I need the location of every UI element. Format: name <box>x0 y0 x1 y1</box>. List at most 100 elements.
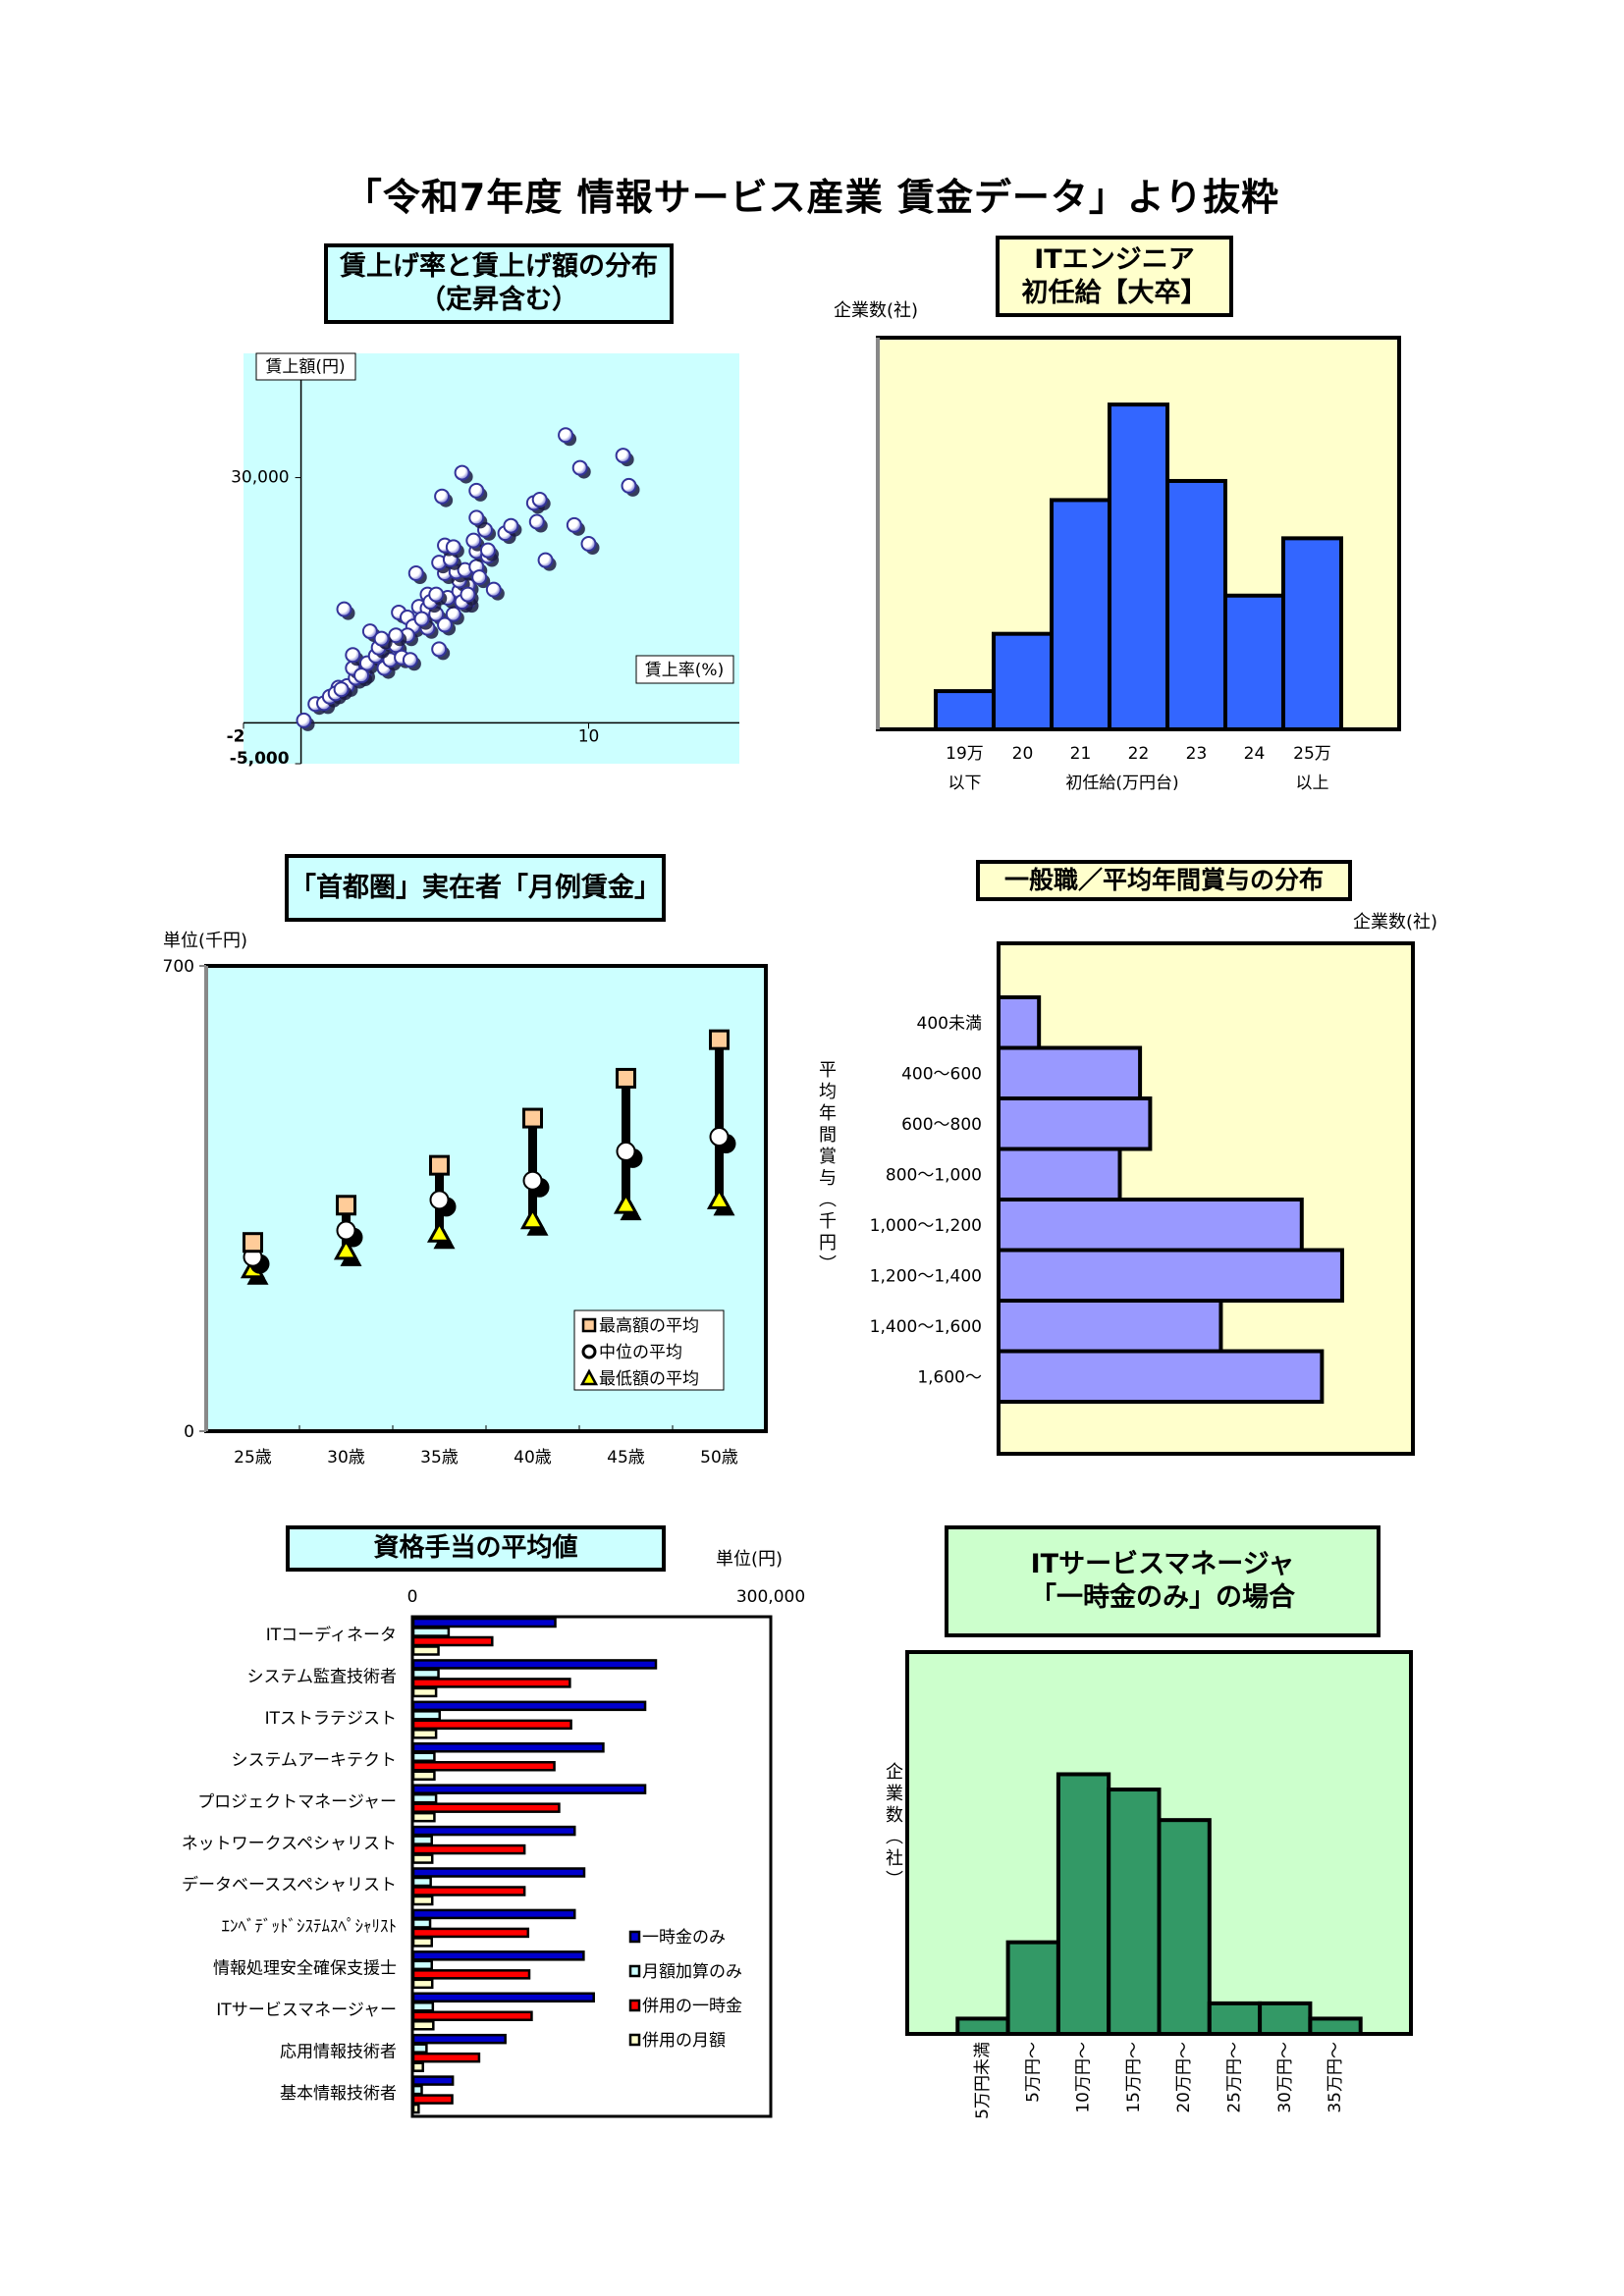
x-tick-label: 10 <box>578 726 600 746</box>
y-tick-label: 30,000 <box>231 468 289 488</box>
scatter-point <box>580 536 600 556</box>
bar <box>1165 478 1227 731</box>
bar-4 <box>411 1686 438 1698</box>
legend-square-icon <box>581 1317 597 1333</box>
itsm-y-label: 企業数（社） <box>883 1762 903 1892</box>
bar-4 <box>411 1770 436 1781</box>
bar-1 <box>411 1908 576 1920</box>
point-marker <box>566 516 582 533</box>
bar-2 <box>411 1876 432 1888</box>
legend-swatch-icon <box>628 2033 641 2047</box>
bar-3 <box>411 1927 530 1939</box>
point-marker <box>468 482 485 499</box>
bonus-chart: 400未満 400～600 600～800 800～1,000 1,000～1,200 1… <box>870 941 1415 1456</box>
bar-2 <box>411 2084 423 2096</box>
x-tick-label: 23 <box>1186 744 1208 764</box>
bar <box>997 1349 1325 1404</box>
legend-label: 併用の一時金 <box>642 1997 742 2016</box>
bar-3 <box>411 1761 556 1772</box>
y-tick-label: ITストラテジスト <box>265 1709 397 1729</box>
y-axis-label: 賃上額(円) <box>265 357 345 377</box>
scatter-point <box>336 601 355 620</box>
bar-3 <box>411 1969 531 1980</box>
itsm-title-line1: ITサービスマネージャ <box>1030 1549 1295 1580</box>
scatter-point <box>431 641 451 661</box>
bar <box>997 1299 1223 1354</box>
bar-4 <box>411 1811 436 1823</box>
bar-2 <box>411 1710 442 1721</box>
qualification-title: 資格手当の平均値 <box>373 1533 578 1564</box>
point-marker <box>454 464 470 481</box>
min-marker <box>426 1220 453 1243</box>
point-marker <box>528 513 545 530</box>
scatter-point <box>479 542 499 561</box>
scatter-title-box: 賃上げ率と賃上げ額の分布 （定昇含む） <box>324 243 674 324</box>
bar-2 <box>411 1627 451 1637</box>
bar-2 <box>411 1835 433 1845</box>
bar-4 <box>411 1937 433 1948</box>
median-marker <box>522 1170 543 1191</box>
legend-label: 中位の平均 <box>599 1343 682 1362</box>
bonus-x-label: 企業数(社) <box>1353 912 1438 933</box>
scatter-point <box>558 427 577 447</box>
y-tick-label: 基本情報技術者 <box>280 2084 397 2104</box>
point-marker <box>580 536 597 553</box>
x-tick-label: 20 <box>1012 744 1034 764</box>
x-tick-label: 5万円～ <box>1023 2042 1043 2103</box>
bar <box>1223 593 1285 731</box>
max-marker <box>243 1232 263 1254</box>
scatter-point <box>454 464 473 484</box>
bar-3 <box>411 1678 571 1688</box>
x-label-box <box>635 655 734 684</box>
y-tick-label: 800～1,000 <box>886 1165 982 1185</box>
y-tick-label: 600～800 <box>901 1115 982 1135</box>
y-tick-label: 400～600 <box>901 1064 982 1084</box>
point-marker <box>437 616 454 633</box>
bar-1 <box>411 1950 585 1961</box>
scatter-chart: 30,000 -5,000 -2 10 賃上額(円) 賃上率(%) <box>227 352 739 769</box>
bar <box>997 1198 1304 1253</box>
bar <box>1108 402 1169 731</box>
bar <box>997 995 1042 1050</box>
bar-3 <box>411 1719 572 1731</box>
y-tick-label: 応用情報技術者 <box>280 2042 397 2061</box>
scatter-point <box>468 509 488 529</box>
bar-1 <box>411 1784 647 1794</box>
y-tick-label: -5,000 <box>230 749 290 769</box>
scatter-point <box>621 477 640 497</box>
bar <box>997 1248 1344 1303</box>
y-tick-label: システム監査技術者 <box>247 1668 398 1687</box>
scatter-point <box>471 569 491 589</box>
bar-1 <box>411 1742 605 1753</box>
point-marker <box>373 630 390 647</box>
point-marker <box>445 606 461 622</box>
bar-1 <box>411 1992 595 2002</box>
y-tick-label: 1,600～ <box>917 1367 982 1387</box>
y-tick-label: 400未満 <box>917 1014 982 1034</box>
bar <box>992 631 1054 731</box>
bar-4 <box>411 2020 435 2031</box>
bar-1 <box>411 1867 586 1878</box>
starting-salary-title-box: ITエンジニア 初任給【大卒】 <box>996 236 1233 317</box>
starting-salary-title-line1: ITエンジニア <box>1034 243 1195 275</box>
y-label-box <box>255 352 356 381</box>
starting-salary-y-label: 企業数(社) <box>834 300 919 321</box>
x-tick-label: 以下 <box>948 774 982 793</box>
bar-4 <box>411 1853 434 1864</box>
max-marker <box>709 1029 730 1050</box>
point-marker <box>402 652 418 668</box>
x-tick-label: 20万円～ <box>1174 2042 1194 2113</box>
bar-3 <box>411 2010 533 2021</box>
min-marker <box>613 1192 639 1214</box>
scatter-point <box>531 492 551 511</box>
y-tick-label: 700 <box>163 957 194 977</box>
bar <box>1107 1788 1162 2036</box>
bar <box>997 1045 1143 1100</box>
point-marker <box>571 459 588 476</box>
itsm-title-box: ITサービスマネージャ 「一時金のみ」の場合 <box>945 1525 1380 1637</box>
bar-2 <box>411 1918 432 1929</box>
scatter-point <box>428 586 448 606</box>
